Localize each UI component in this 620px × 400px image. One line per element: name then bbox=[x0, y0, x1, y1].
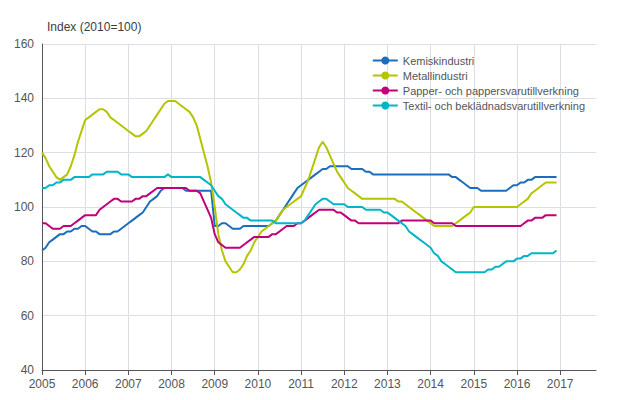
svg-text:2010: 2010 bbox=[245, 377, 272, 391]
svg-text:Index (2010=100): Index (2010=100) bbox=[47, 20, 141, 34]
svg-text:2013: 2013 bbox=[374, 377, 401, 391]
svg-text:2011: 2011 bbox=[288, 377, 314, 391]
svg-text:Textil- och beklädnadsvarutill: Textil- och beklädnadsvarutillverkning bbox=[403, 100, 585, 112]
svg-text:2007: 2007 bbox=[115, 377, 142, 391]
svg-text:40: 40 bbox=[21, 363, 35, 377]
svg-text:Papper- och pappersvarutillver: Papper- och pappersvarutillverkning bbox=[403, 85, 579, 97]
svg-text:2008: 2008 bbox=[158, 377, 185, 391]
svg-text:Metallindustri: Metallindustri bbox=[403, 70, 468, 82]
svg-text:2012: 2012 bbox=[331, 377, 358, 391]
svg-text:60: 60 bbox=[21, 309, 35, 323]
svg-text:100: 100 bbox=[14, 200, 34, 214]
svg-text:2005: 2005 bbox=[29, 377, 56, 391]
svg-text:2016: 2016 bbox=[504, 377, 531, 391]
svg-text:2006: 2006 bbox=[72, 377, 99, 391]
svg-text:2015: 2015 bbox=[460, 377, 487, 391]
svg-text:Kemiskindustri: Kemiskindustri bbox=[403, 55, 475, 67]
svg-text:120: 120 bbox=[14, 146, 34, 160]
svg-text:160: 160 bbox=[14, 37, 34, 51]
svg-text:140: 140 bbox=[14, 91, 34, 105]
svg-text:2017: 2017 bbox=[547, 377, 574, 391]
svg-text:2014: 2014 bbox=[417, 377, 444, 391]
svg-text:80: 80 bbox=[21, 254, 35, 268]
svg-text:2009: 2009 bbox=[201, 377, 228, 391]
